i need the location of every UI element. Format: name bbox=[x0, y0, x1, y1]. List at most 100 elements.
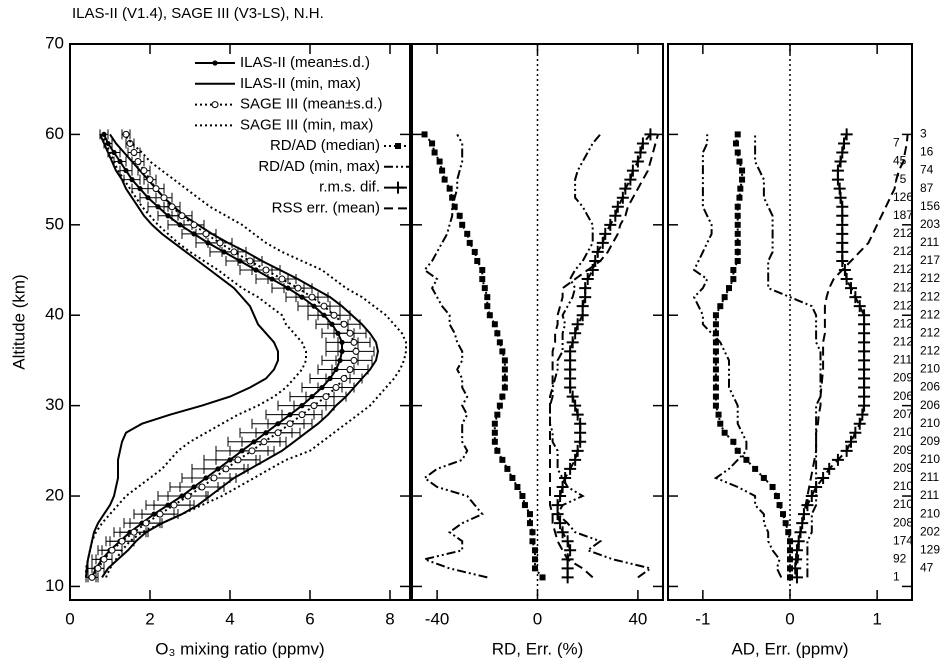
data-point bbox=[494, 447, 501, 454]
data-point bbox=[466, 239, 473, 246]
y-tick-label: 30 bbox=[45, 395, 64, 414]
count-label: 210 bbox=[920, 362, 940, 376]
data-point bbox=[190, 221, 198, 229]
data-point bbox=[736, 194, 743, 201]
data-point bbox=[734, 248, 741, 255]
x-tick-label: 40 bbox=[628, 609, 647, 628]
data-point bbox=[849, 426, 862, 439]
data-point bbox=[436, 158, 443, 165]
data-point bbox=[556, 480, 569, 493]
data-point bbox=[730, 276, 737, 283]
data-point bbox=[817, 471, 830, 484]
count-label: 212 bbox=[920, 307, 940, 321]
data-point bbox=[529, 529, 536, 536]
min-line bbox=[692, 134, 783, 578]
data-point bbox=[431, 149, 438, 156]
min-line bbox=[421, 133, 488, 579]
count-label: 212 bbox=[893, 335, 913, 349]
data-point bbox=[294, 284, 302, 292]
data-point bbox=[858, 309, 871, 322]
data-point bbox=[521, 502, 528, 509]
data-point bbox=[501, 366, 508, 373]
data-point bbox=[177, 222, 183, 228]
data-point bbox=[787, 574, 793, 581]
count-label: 74 bbox=[920, 163, 934, 177]
data-point bbox=[734, 239, 741, 246]
data-point bbox=[491, 420, 498, 427]
profile-line bbox=[556, 133, 652, 578]
data-point bbox=[634, 146, 647, 159]
data-point bbox=[486, 312, 493, 319]
data-point bbox=[145, 195, 151, 201]
data-point bbox=[496, 402, 503, 409]
data-point bbox=[616, 191, 629, 204]
data-point bbox=[715, 411, 722, 418]
data-point bbox=[776, 502, 783, 509]
data-point bbox=[752, 465, 759, 472]
count-label: 211 bbox=[920, 235, 939, 249]
data-point bbox=[216, 239, 224, 247]
x-tick-label: 4 bbox=[225, 609, 234, 628]
data-point bbox=[721, 429, 728, 436]
data-point bbox=[100, 555, 108, 563]
x-tick-label: 0 bbox=[65, 609, 74, 628]
data-point bbox=[184, 492, 192, 500]
data-point bbox=[101, 131, 107, 138]
data-point bbox=[88, 573, 96, 581]
data-point bbox=[451, 203, 458, 210]
data-point bbox=[739, 176, 746, 183]
data-point bbox=[494, 330, 501, 337]
data-point bbox=[471, 248, 478, 255]
data-point bbox=[569, 399, 582, 412]
count-label: 212 bbox=[893, 298, 913, 312]
data-point bbox=[531, 547, 538, 554]
count-label: 211 bbox=[920, 488, 939, 502]
profile-line bbox=[714, 134, 791, 578]
profile-line bbox=[549, 134, 659, 579]
legend-label: RSS err. (mean) bbox=[272, 199, 380, 216]
count-label: 47 bbox=[920, 561, 934, 575]
count-label: 212 bbox=[920, 344, 940, 358]
y-tick-label: 50 bbox=[45, 214, 64, 233]
data-point bbox=[479, 267, 486, 274]
x-tick-label: 0 bbox=[785, 609, 794, 628]
data-point bbox=[439, 167, 446, 174]
data-point bbox=[566, 336, 579, 349]
data-point bbox=[308, 293, 316, 301]
legend-label: RD/AD (min, max) bbox=[258, 158, 380, 175]
data-point bbox=[248, 447, 256, 455]
count-label: 209 bbox=[893, 461, 913, 475]
legend-label: RD/AD (median) bbox=[270, 137, 380, 154]
data-point bbox=[479, 276, 486, 283]
data-point bbox=[330, 311, 338, 319]
data-point bbox=[554, 517, 567, 530]
data-point bbox=[298, 411, 306, 419]
data-point bbox=[494, 411, 501, 418]
legend-label: ILAS-II (mean±s.d.) bbox=[240, 54, 370, 71]
data-point bbox=[737, 185, 744, 192]
data-point bbox=[501, 375, 508, 382]
data-point bbox=[845, 435, 857, 448]
y-axis-title: Altitude (km) bbox=[9, 274, 28, 369]
data-point bbox=[526, 520, 533, 527]
data-point bbox=[576, 300, 589, 313]
data-point bbox=[739, 167, 746, 174]
data-point bbox=[787, 538, 793, 545]
count-label: 203 bbox=[920, 217, 940, 231]
data-point bbox=[108, 546, 116, 554]
data-point bbox=[155, 204, 161, 210]
data-point bbox=[564, 544, 577, 557]
data-point bbox=[499, 393, 506, 400]
data-point bbox=[111, 149, 117, 156]
profile-line bbox=[796, 134, 909, 578]
data-point bbox=[459, 221, 466, 228]
data-point bbox=[604, 218, 617, 231]
data-point bbox=[712, 375, 719, 382]
data-point bbox=[833, 182, 846, 195]
data-point bbox=[168, 203, 176, 211]
count-label: 202 bbox=[920, 524, 940, 538]
data-point bbox=[730, 438, 737, 445]
data-point bbox=[178, 212, 186, 220]
data-point bbox=[210, 474, 218, 482]
data-point bbox=[624, 173, 637, 186]
